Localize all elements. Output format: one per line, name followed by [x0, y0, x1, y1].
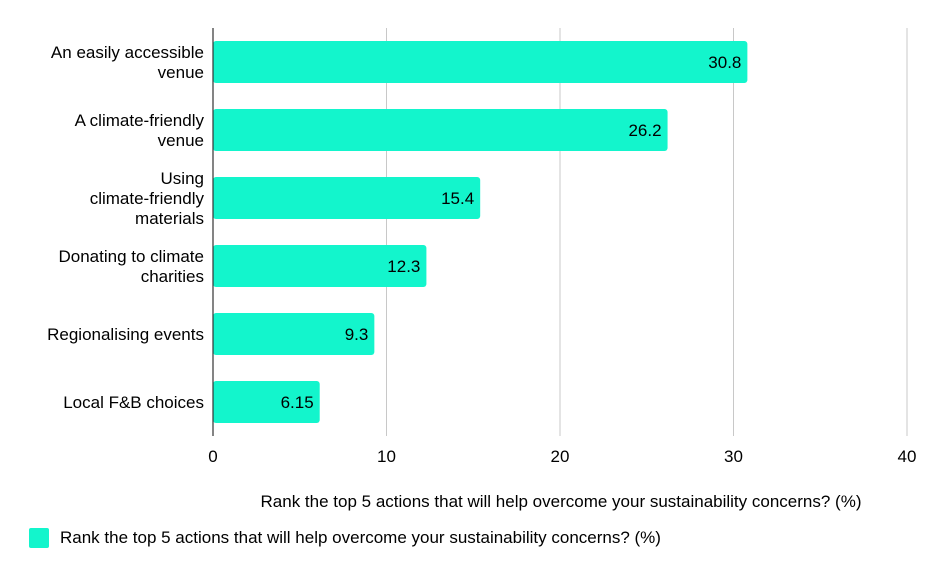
x-tick-label: 30	[724, 447, 743, 466]
bar-value-label: 15.4	[441, 189, 474, 208]
legend-label: Rank the top 5 actions that will help ov…	[60, 528, 661, 547]
bar-value-label: 30.8	[708, 53, 741, 72]
category-label: A climate-friendly venue	[75, 111, 205, 150]
bar-value-label: 26.2	[628, 121, 661, 140]
x-tick-label: 10	[377, 447, 396, 466]
bar-value-label: 6.15	[281, 393, 314, 412]
x-tick-label: 0	[208, 447, 217, 466]
bar	[213, 41, 748, 83]
bar	[213, 177, 481, 219]
legend-swatch	[29, 528, 49, 548]
category-label: Local F&B choices	[63, 393, 204, 412]
x-tick-label: 40	[898, 447, 917, 466]
x-tick-label: 20	[551, 447, 570, 466]
category-label: Using climate-friendly materials	[90, 169, 205, 228]
x-axis-title: Rank the top 5 actions that will help ov…	[261, 492, 862, 511]
bar	[213, 245, 427, 287]
category-label: Regionalising events	[47, 325, 204, 344]
bar	[213, 313, 375, 355]
category-label: An easily accessible venue	[51, 43, 204, 82]
legend: Rank the top 5 actions that will help ov…	[29, 528, 661, 548]
bar-value-label: 12.3	[387, 257, 420, 276]
bar-value-label: 9.3	[345, 325, 369, 344]
category-label: Donating to climate charities	[58, 247, 204, 286]
bar	[213, 109, 668, 151]
bar	[213, 381, 320, 423]
